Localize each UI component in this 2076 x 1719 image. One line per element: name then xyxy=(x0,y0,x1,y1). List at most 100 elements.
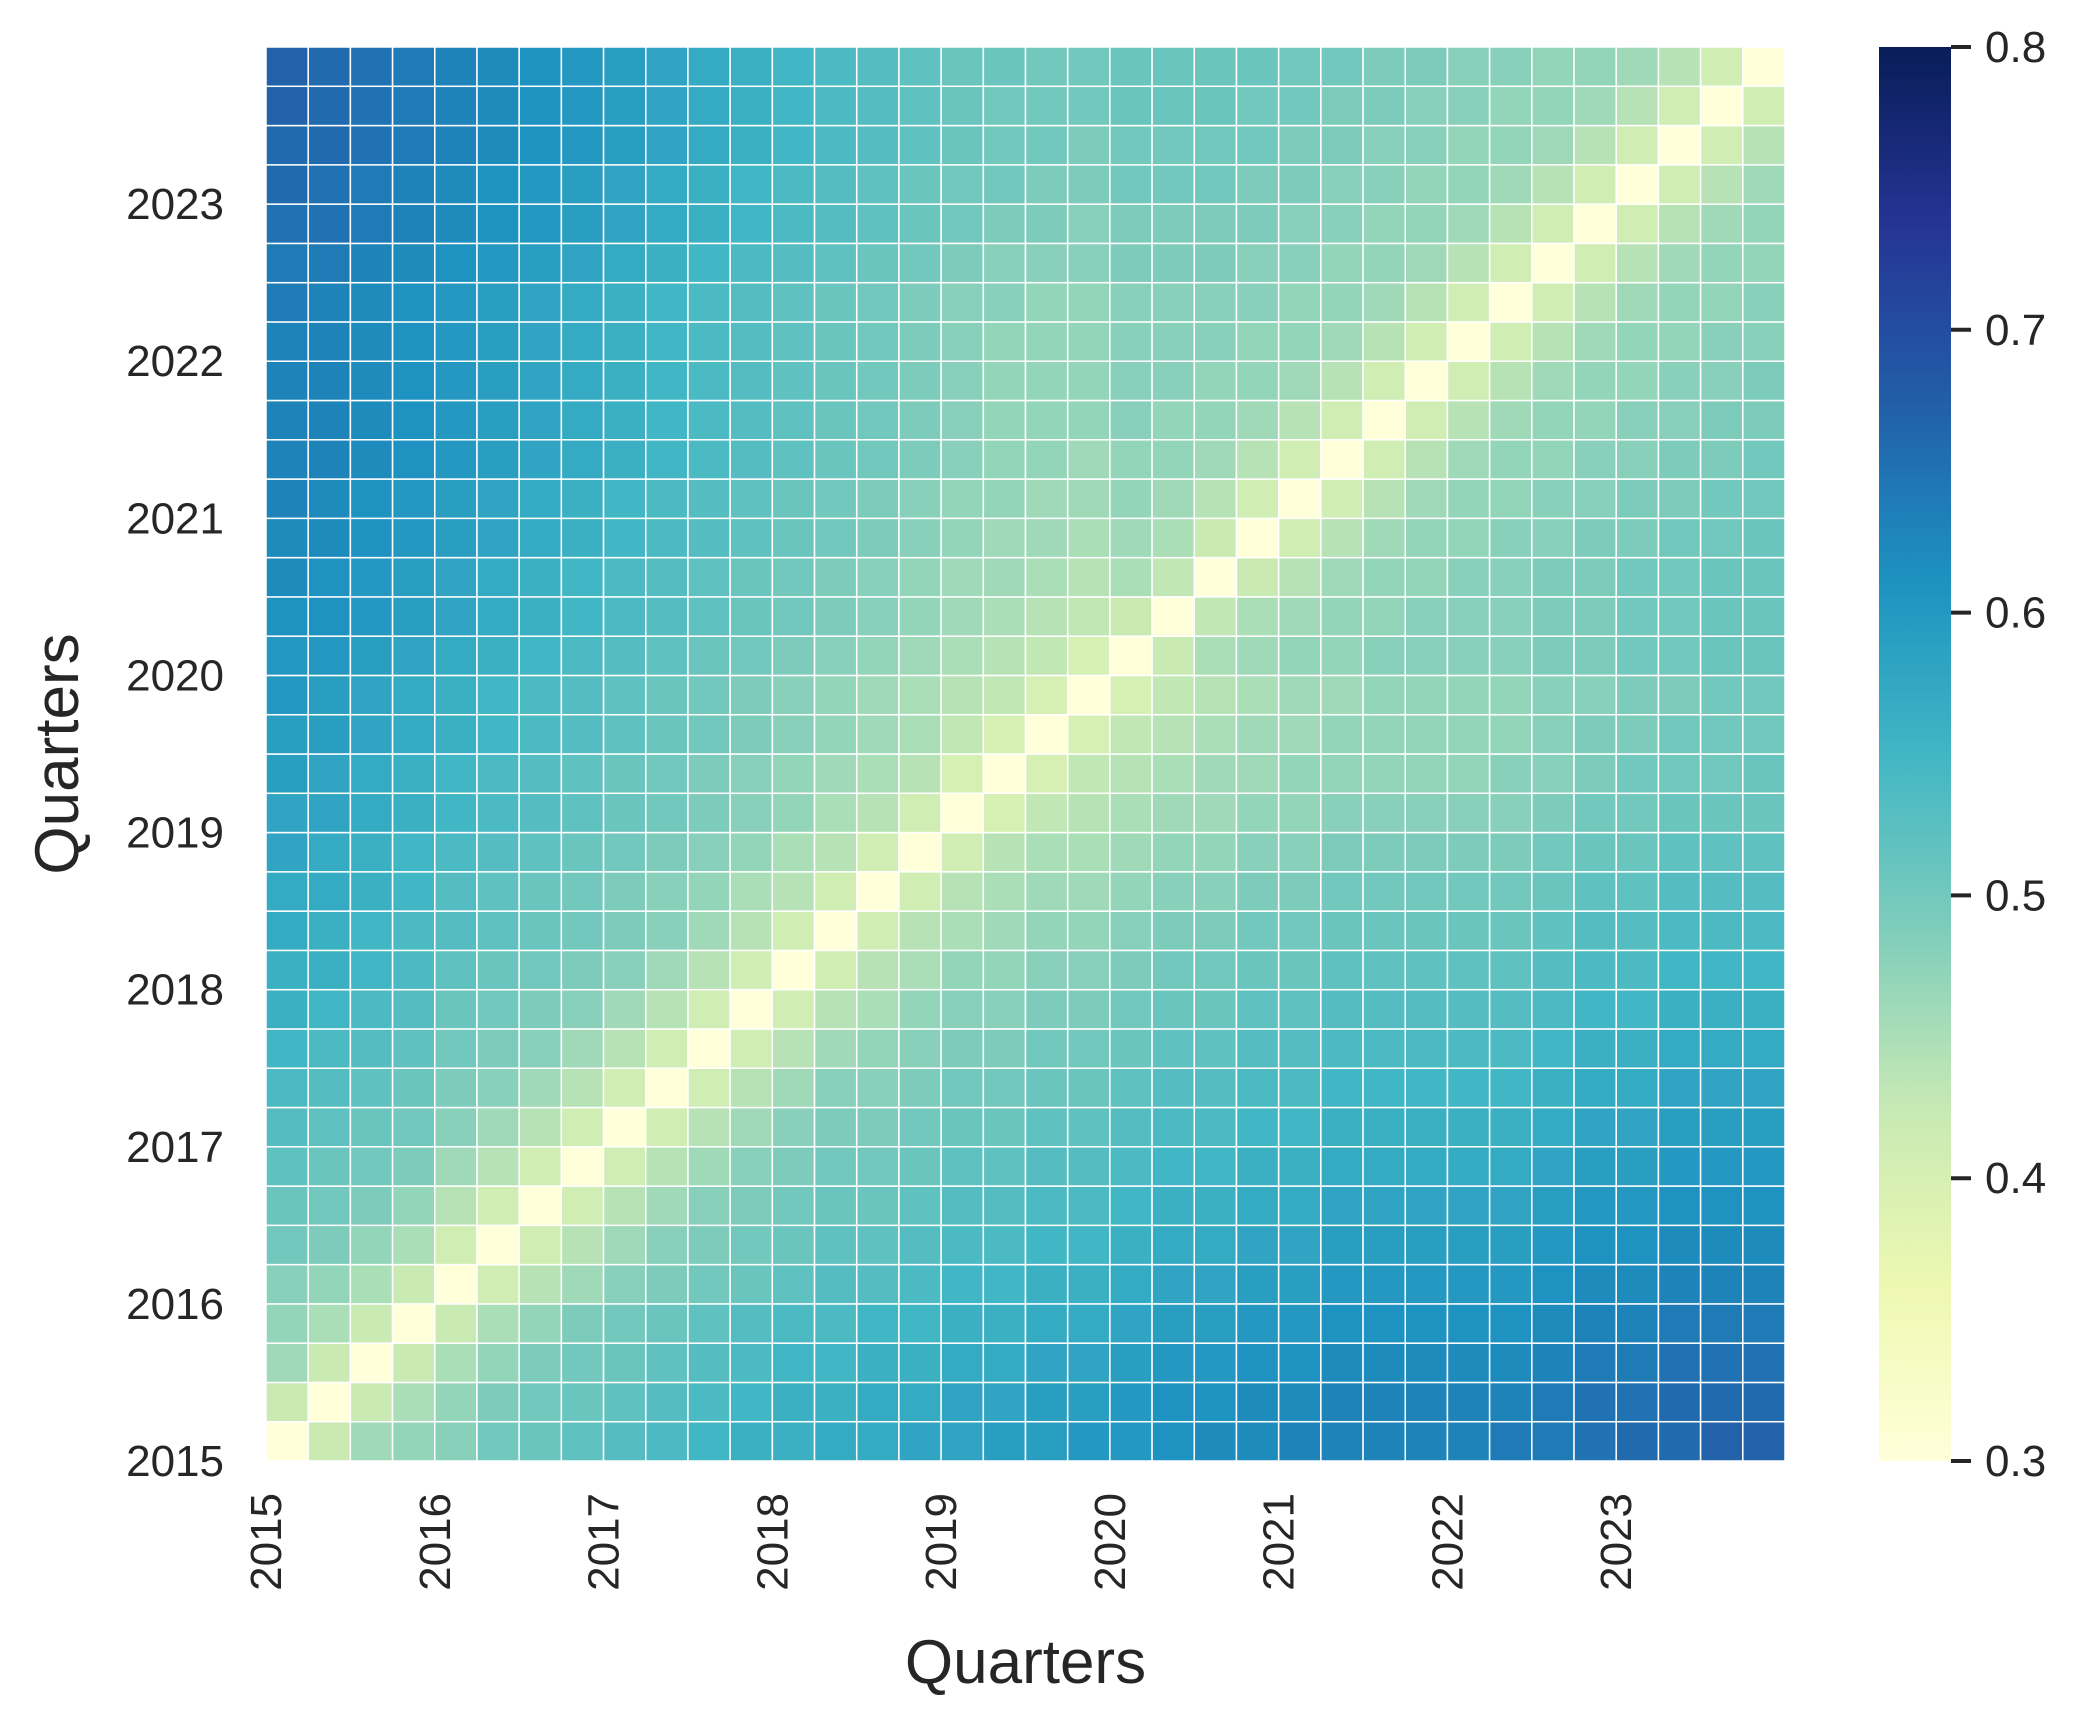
heatmap-cell xyxy=(1024,1342,1069,1384)
heatmap-cell xyxy=(602,792,647,834)
x-tick-label: 2019 xyxy=(917,1493,966,1591)
heatmap-cell xyxy=(813,1420,858,1462)
heatmap-cell xyxy=(1151,203,1196,245)
heatmap-cell xyxy=(1615,949,1660,991)
heatmap-cell xyxy=(1277,635,1322,677)
heatmap-cell xyxy=(982,831,1027,873)
heatmap-cell xyxy=(518,1420,563,1462)
heatmap-cell xyxy=(940,1028,985,1069)
heatmap-cell xyxy=(1404,1342,1449,1384)
heatmap-cell xyxy=(434,85,478,127)
heatmap-cell xyxy=(1066,635,1111,677)
heatmap-cell xyxy=(476,1028,520,1069)
heatmap-cell xyxy=(434,281,478,323)
heatmap-cell xyxy=(1488,321,1533,362)
heatmap-cell xyxy=(1109,321,1153,362)
heatmap-cell xyxy=(560,1185,605,1227)
heatmap-cell xyxy=(1151,360,1196,402)
heatmap-cell xyxy=(1151,753,1196,795)
heatmap-cell xyxy=(518,439,563,480)
heatmap-cell xyxy=(645,831,689,873)
heatmap-cell xyxy=(1277,242,1322,284)
heatmap-cell xyxy=(940,1263,985,1305)
heatmap-cell xyxy=(1573,1106,1617,1148)
heatmap-cell xyxy=(1699,321,1744,362)
heatmap-cell xyxy=(855,46,900,88)
heatmap-cell xyxy=(1699,949,1744,991)
heatmap-cell xyxy=(476,321,520,362)
heatmap-cell xyxy=(1615,910,1660,952)
heatmap-cell xyxy=(1615,1224,1660,1266)
heatmap-cell xyxy=(1742,1303,1786,1344)
heatmap-cell xyxy=(1193,1381,1238,1423)
heatmap-cell xyxy=(349,85,394,127)
heatmap-cell xyxy=(898,949,942,991)
heatmap-cell xyxy=(1488,1420,1533,1462)
heatmap-cell xyxy=(1488,1224,1533,1266)
heatmap-cell xyxy=(349,1185,394,1227)
heatmap-cell xyxy=(1742,478,1786,520)
heatmap-cell xyxy=(1024,1106,1069,1148)
heatmap-cell xyxy=(1699,399,1744,441)
heatmap-cell xyxy=(1151,281,1196,323)
heatmap-cell xyxy=(1320,635,1364,677)
heatmap-cell xyxy=(813,1106,858,1148)
heatmap-cell xyxy=(729,1146,774,1187)
heatmap-cell xyxy=(602,831,647,873)
heatmap-cell xyxy=(1488,360,1533,402)
heatmap-cell xyxy=(1151,556,1196,598)
heatmap-cell xyxy=(1151,674,1196,716)
heatmap-cell xyxy=(1615,988,1660,1030)
heatmap-cell xyxy=(855,439,900,480)
heatmap-cell xyxy=(645,1342,689,1384)
heatmap-cell xyxy=(1109,674,1153,716)
heatmap-cell xyxy=(1531,753,1575,795)
heatmap-cell xyxy=(813,1263,858,1305)
heatmap-cell xyxy=(391,124,436,166)
heatmap-cell xyxy=(940,281,985,323)
heatmap-cell xyxy=(1109,988,1153,1030)
heatmap-cell xyxy=(645,399,689,441)
heatmap-cell xyxy=(1446,46,1491,88)
heatmap-cell xyxy=(1488,164,1533,205)
heatmap-cell xyxy=(476,674,520,716)
heatmap-cell xyxy=(813,792,858,834)
heatmap-cell xyxy=(813,439,858,480)
heatmap-cell xyxy=(1024,792,1069,834)
heatmap-cell xyxy=(1362,1028,1407,1069)
heatmap-cell xyxy=(349,1224,394,1266)
heatmap-cell xyxy=(940,439,985,480)
heatmap-cell xyxy=(1193,674,1238,716)
heatmap-cell xyxy=(645,517,689,559)
heatmap-cell xyxy=(476,1185,520,1227)
heatmap-cell xyxy=(434,203,478,245)
heatmap-cell xyxy=(1193,242,1238,284)
heatmap-cell xyxy=(1193,831,1238,873)
heatmap-cell xyxy=(1235,831,1280,873)
heatmap-cell xyxy=(813,360,858,402)
heatmap-cell xyxy=(855,949,900,991)
heatmap-cell xyxy=(1531,831,1575,873)
heatmap-cell xyxy=(1531,1224,1575,1266)
heatmap-cell xyxy=(265,556,309,598)
heatmap-cell xyxy=(560,164,605,205)
heatmap-cell xyxy=(349,478,394,520)
heatmap-cell xyxy=(391,556,436,598)
heatmap-cell xyxy=(1277,124,1322,166)
heatmap-cell xyxy=(349,753,394,795)
heatmap-cell xyxy=(687,1146,731,1187)
heatmap-cell xyxy=(1277,988,1322,1030)
heatmap-cell xyxy=(771,203,816,245)
heatmap-cell xyxy=(1742,1146,1786,1187)
heatmap-cell xyxy=(518,478,563,520)
heatmap-cell xyxy=(602,164,647,205)
heatmap-cell xyxy=(434,792,478,834)
heatmap-cell xyxy=(1151,85,1196,127)
heatmap-cell xyxy=(1615,46,1660,88)
heatmap-cell xyxy=(1742,556,1786,598)
heatmap-cell xyxy=(1151,1342,1196,1384)
heatmap-cell xyxy=(645,1381,689,1423)
heatmap-cell xyxy=(1277,85,1322,127)
heatmap-cell xyxy=(1362,1381,1407,1423)
heatmap-cell xyxy=(307,164,352,205)
